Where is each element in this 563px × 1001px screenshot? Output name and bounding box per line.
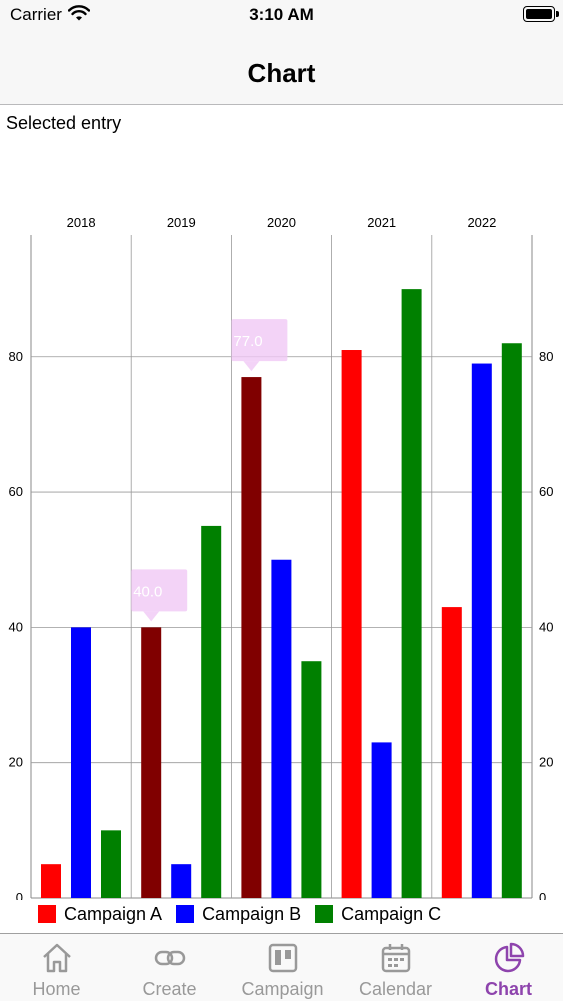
legend-item-campaign-b: Campaign B xyxy=(176,904,301,925)
legend-swatch-campaign-a xyxy=(38,905,56,923)
x-tick-label: 2022 xyxy=(467,215,496,230)
legend-item-campaign-a: Campaign A xyxy=(38,904,162,925)
tab-label-calendar: Calendar xyxy=(358,979,433,999)
highlight-marker: 40.0 xyxy=(131,569,188,622)
y-tick-label-left: 80 xyxy=(9,349,23,364)
link-icon xyxy=(154,950,186,966)
tab-create[interactable]: Create xyxy=(113,934,226,1001)
bar-campaign-c-2018[interactable] xyxy=(101,830,121,898)
tab-bar: Home Create Campaign Calendar xyxy=(0,933,563,1001)
bar-campaign-b-2021[interactable] xyxy=(371,742,392,898)
navigation-bar: Chart xyxy=(0,30,563,105)
bar-campaign-a-2019[interactable] xyxy=(141,627,162,898)
home-icon xyxy=(43,943,71,973)
y-tick-label-right: 60 xyxy=(539,484,553,499)
y-tick-label-right: 40 xyxy=(539,619,553,634)
bar-campaign-c-2021[interactable] xyxy=(401,289,422,898)
calendar-icon xyxy=(381,944,411,973)
x-tick-label: 2021 xyxy=(367,215,396,230)
selected-entry-label: Selected entry xyxy=(6,113,122,133)
x-tick-label: 2019 xyxy=(167,215,196,230)
marker-pointer xyxy=(243,361,260,372)
bar-campaign-b-2018[interactable] xyxy=(71,627,91,898)
bar-campaign-c-2022[interactable] xyxy=(501,343,522,899)
tab-label-home: Home xyxy=(32,979,81,999)
y-tick-label-left: 60 xyxy=(9,484,23,499)
battery-icon xyxy=(523,6,559,22)
y-tick-label-right: 0 xyxy=(539,890,546,900)
marker-pointer xyxy=(143,611,160,622)
tab-label-create: Create xyxy=(142,979,197,999)
bar-campaign-b-2019[interactable] xyxy=(171,864,192,898)
bar-campaign-b-2022[interactable] xyxy=(471,363,492,898)
y-tick-label-left: 40 xyxy=(9,619,23,634)
bar-campaign-a-2022[interactable] xyxy=(441,607,462,898)
marker-value-label: 40.0 xyxy=(133,583,162,600)
legend-label-campaign-b: Campaign B xyxy=(202,903,302,924)
bar-campaign-b-2020[interactable] xyxy=(271,559,292,898)
marker-bubble xyxy=(131,569,188,612)
y-tick-label-right: 80 xyxy=(539,349,553,364)
highlight-marker: 77.0 xyxy=(231,319,288,372)
tab-label-campaign: Campaign xyxy=(241,979,324,999)
legend-label-campaign-c: Campaign C xyxy=(341,903,442,924)
tab-home[interactable]: Home xyxy=(0,934,113,1001)
chart-legend: Campaign A Campaign B Campaign C xyxy=(38,902,455,926)
carrier-label: Carrier xyxy=(10,5,62,24)
bar-campaign-a-2021[interactable] xyxy=(341,350,362,898)
bar-campaign-c-2019[interactable] xyxy=(201,525,222,898)
status-time: 3:10 AM xyxy=(249,5,314,24)
y-tick-label-left: 0 xyxy=(16,890,23,900)
legend-swatch-campaign-c xyxy=(315,905,334,923)
wifi-icon xyxy=(67,5,91,26)
tab-campaign[interactable]: Campaign xyxy=(226,934,339,1001)
legend-swatch-campaign-b xyxy=(176,905,195,923)
bar-campaign-a-2018[interactable] xyxy=(41,864,61,898)
legend-item-campaign-c: Campaign C xyxy=(315,904,441,925)
status-bar: Carrier 3:10 AM xyxy=(0,0,563,30)
x-tick-label: 2020 xyxy=(267,215,296,230)
y-tick-label-right: 20 xyxy=(539,755,553,770)
pie-chart-icon xyxy=(494,942,525,973)
x-tick-label: 2018 xyxy=(67,215,96,230)
bar-campaign-c-2020[interactable] xyxy=(301,661,322,898)
tab-label-chart: Chart xyxy=(484,979,532,999)
marker-value-label: 77.0 xyxy=(233,333,262,350)
board-icon xyxy=(268,943,298,973)
y-tick-label-left: 20 xyxy=(9,755,23,770)
tab-calendar[interactable]: Calendar xyxy=(339,934,452,1001)
legend-label-campaign-a: Campaign A xyxy=(64,903,163,924)
bar-campaign-a-2020[interactable] xyxy=(241,377,262,898)
tab-chart[interactable]: Chart xyxy=(452,934,563,1001)
page-title: Chart xyxy=(247,58,316,88)
marker-bubble xyxy=(231,319,288,362)
